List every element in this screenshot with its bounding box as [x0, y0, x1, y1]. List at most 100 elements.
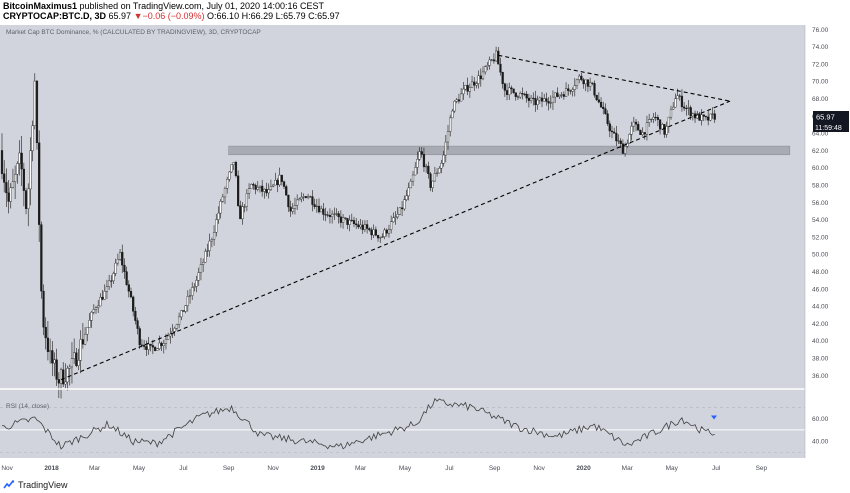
time-tick-label: 2019 — [310, 465, 325, 472]
time-tick-label: Nov — [267, 465, 279, 472]
candle — [400, 201, 404, 216]
candle — [322, 203, 325, 221]
candle — [173, 326, 176, 337]
price-tick-label: 70.00 — [812, 79, 829, 86]
candle — [237, 170, 240, 208]
candle — [455, 97, 458, 104]
tradingview-brand[interactable]: TradingView — [3, 480, 68, 490]
candle — [580, 72, 583, 82]
time-tick-label: Mar — [89, 465, 101, 472]
candle — [407, 182, 410, 201]
candle — [243, 203, 246, 213]
ascending-trendline[interactable] — [60, 100, 731, 381]
candle — [683, 102, 686, 111]
symbol-name[interactable]: CRYPTOCAP:BTC.D, 3D — [3, 11, 107, 21]
candle — [143, 339, 146, 350]
candle — [610, 125, 614, 139]
candle — [88, 313, 91, 328]
candle — [180, 309, 183, 321]
time-tick-label: Mar — [622, 465, 634, 472]
rsi-tick-label: 40.00 — [812, 439, 829, 446]
candle — [508, 82, 511, 100]
candle — [383, 227, 386, 240]
candle — [22, 162, 25, 207]
candle — [547, 97, 550, 111]
candle — [101, 290, 104, 301]
published-info: published on TradingView.com, July 01, 2… — [79, 1, 325, 11]
author-name[interactable]: BitcoinMaximus1 — [3, 1, 78, 11]
candle — [11, 168, 15, 189]
candle — [621, 139, 625, 154]
candle — [606, 110, 609, 126]
candle — [519, 91, 522, 99]
candle — [702, 114, 705, 122]
rsi-label: RSI (14, close) — [6, 403, 49, 410]
price-tick-label: 40.00 — [812, 338, 829, 345]
candle — [379, 236, 382, 243]
trendlines — [60, 54, 731, 381]
candle — [202, 258, 205, 272]
candle — [357, 220, 360, 229]
candle — [223, 186, 227, 204]
candle — [512, 88, 515, 94]
candle — [658, 119, 662, 135]
candle — [709, 113, 712, 122]
candle — [481, 66, 485, 81]
candle — [374, 226, 377, 237]
candle — [560, 92, 563, 99]
candle — [162, 339, 165, 354]
descending-trendline[interactable] — [498, 54, 731, 102]
chart-title: Market Cap BTC Dominance, % (CALCULATED … — [6, 29, 261, 36]
candle — [40, 221, 43, 299]
candle — [108, 274, 111, 290]
candle — [68, 364, 71, 386]
candle — [534, 90, 537, 112]
candle — [475, 81, 478, 89]
candle — [556, 87, 559, 98]
candle — [169, 327, 172, 344]
candle — [418, 147, 421, 161]
time-tick-label: May — [666, 465, 679, 472]
ohlc-values: O:66.10 H:66.29 L:65.79 C:65.97 — [207, 11, 340, 21]
candle — [582, 77, 585, 89]
candle — [593, 80, 596, 98]
candle — [300, 192, 303, 203]
candle — [405, 189, 408, 202]
candle — [411, 171, 415, 186]
candle — [0, 133, 4, 180]
candle — [678, 93, 681, 101]
candle — [265, 182, 268, 197]
candle — [429, 171, 432, 192]
candle — [280, 174, 283, 186]
candle — [276, 178, 279, 193]
candle — [669, 105, 673, 120]
price-change: ▼−0.06 (−0.09%) — [133, 11, 205, 21]
candle — [608, 120, 611, 138]
candle — [97, 299, 100, 313]
candle — [359, 218, 362, 230]
candle — [62, 362, 65, 387]
time-axis[interactable]: Nov 2018 Mar May Jul Sep Nov 2019 Mar May Jul Sep No… — [1, 465, 767, 472]
candle — [188, 288, 192, 304]
candle — [536, 95, 539, 110]
candle — [479, 68, 482, 87]
candle — [291, 203, 294, 215]
price-chart[interactable]: 76.0074.0072.0070.0068.0066.0064.0062.00… — [0, 22, 850, 478]
candle — [390, 215, 393, 234]
symbol-line: CRYPTOCAP:BTC.D, 3D 65.97 ▼−0.06 (−0.09%… — [3, 11, 340, 21]
candle — [564, 82, 568, 97]
candle — [665, 121, 668, 138]
candle — [167, 332, 170, 340]
candle — [540, 91, 544, 108]
candle — [153, 346, 157, 352]
candle — [191, 282, 194, 301]
candle — [326, 211, 329, 218]
price-tick-label: 50.00 — [812, 252, 829, 259]
candle — [35, 80, 39, 150]
price-tag: 65.97 11:59:48 — [813, 111, 849, 132]
publish-line: BitcoinMaximus1 published on TradingView… — [3, 1, 324, 11]
candle — [317, 198, 321, 214]
candle — [490, 58, 493, 62]
candle — [698, 111, 701, 121]
candle — [324, 207, 327, 222]
